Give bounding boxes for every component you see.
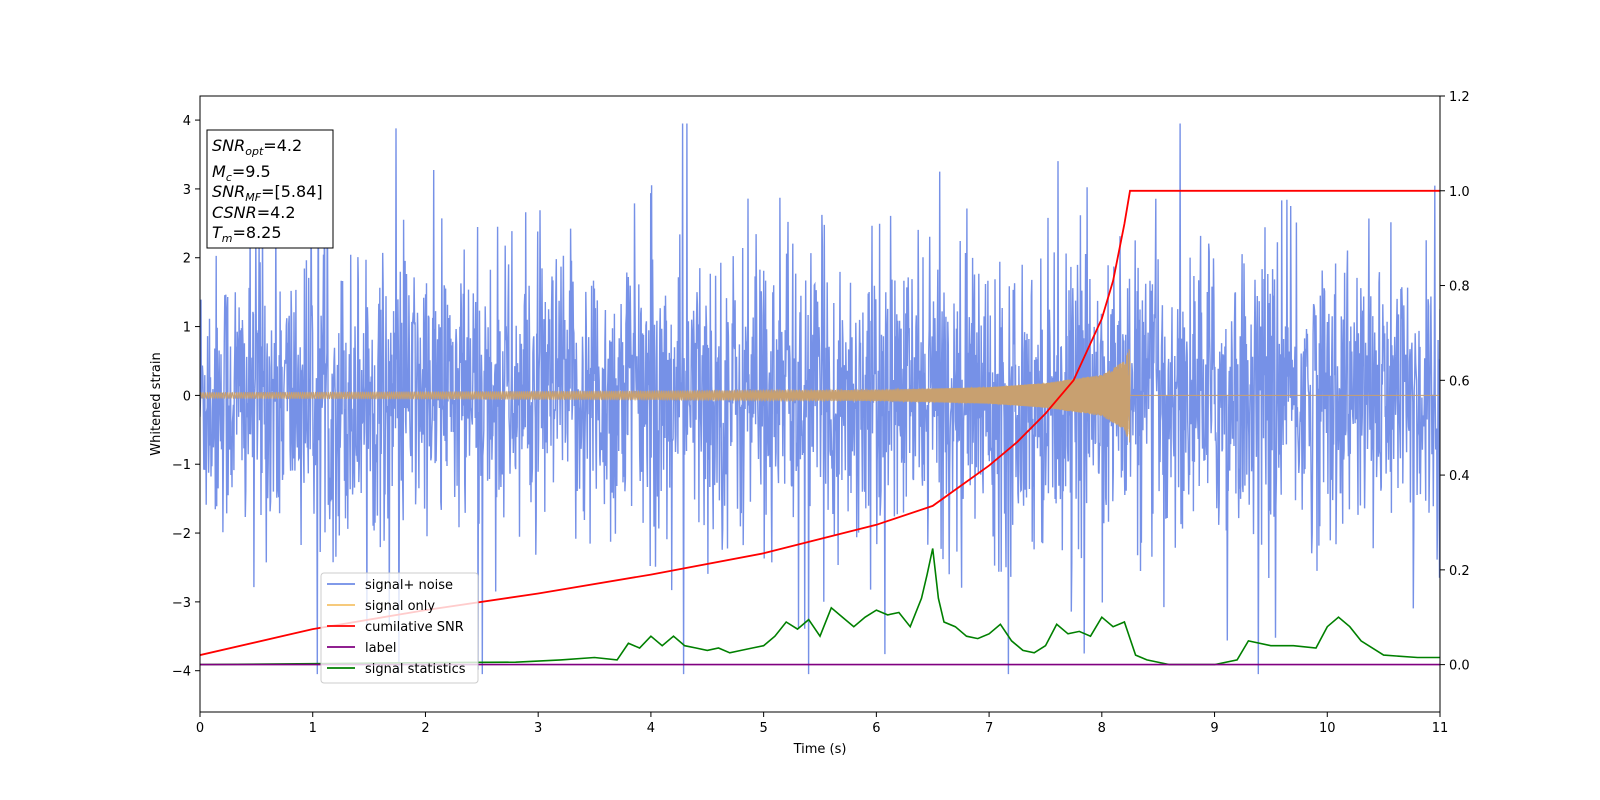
x-tick-label: 3 <box>534 721 542 736</box>
x-tick-label: 5 <box>759 721 767 736</box>
y-left-tick-label: 0 <box>183 389 191 404</box>
y-left-tick-label: 4 <box>183 114 191 129</box>
series-cumilative-snr-line <box>200 189 1440 656</box>
x-tick-label: 6 <box>872 721 880 736</box>
x-tick-label: 2 <box>421 721 429 736</box>
y-left-tick-label: 2 <box>183 252 191 267</box>
legend-label: label <box>365 641 396 656</box>
y-left-tick-label: −4 <box>172 665 191 680</box>
legend-label: cumilative SNR <box>365 620 464 635</box>
y-right-tick-label: 0.2 <box>1449 564 1470 579</box>
x-tick-label: 4 <box>647 721 655 736</box>
info-box-frame <box>206 129 334 249</box>
legend-label: signal only <box>365 599 435 614</box>
x-tick-label: 11 <box>1432 721 1449 736</box>
plot-area-frame <box>199 95 1441 713</box>
x-tick-label: 7 <box>985 721 993 736</box>
x-axis-title: Time (s) <box>793 742 847 757</box>
series-signal-statistics-line <box>200 548 1440 666</box>
y-right-tick-label: 1.2 <box>1449 90 1470 105</box>
x-tick-label: 9 <box>1210 721 1218 736</box>
y-right-tick-label: 1.0 <box>1449 185 1470 200</box>
info-snr-mf: SNRMF=[5.84] <box>212 182 323 204</box>
x-tick-label: 1 <box>309 721 317 736</box>
legend-label: signal statistics <box>365 662 466 677</box>
y-right-tick-label: 0.4 <box>1449 469 1470 484</box>
x-tick-label: 8 <box>1098 721 1106 736</box>
info-box: SNRopt=4.2 Mc=9.5 SNRMF=[5.84] CSNR=4.2 … <box>206 129 334 249</box>
x-tick-label: 10 <box>1319 721 1336 736</box>
info-snr-opt: SNRopt=4.2 <box>212 136 302 158</box>
y-left-tick-label: 3 <box>183 183 191 198</box>
y-left-tick-label: −3 <box>172 596 191 611</box>
y-left-tick-label: 1 <box>183 321 191 336</box>
series-signal-only-line <box>200 348 1440 443</box>
legend: signal+ noise signal only cumilative SNR la… <box>320 572 479 684</box>
info-csnr: CSNR=4.2 <box>212 203 296 222</box>
x-tick-label: 0 <box>196 721 204 736</box>
y-left-tick-label: −1 <box>172 458 191 473</box>
series-signal-noise-line <box>200 123 1440 675</box>
y-left-tick-label: −2 <box>172 527 191 542</box>
info-tm: Tm=8.25 <box>212 223 282 245</box>
legend-label: signal+ noise <box>365 578 453 593</box>
y-right-tick-label: 0.0 <box>1449 659 1470 674</box>
y-right-tick-label: 0.8 <box>1449 280 1470 295</box>
legend-frame <box>320 572 479 684</box>
y-right-tick-label: 0.6 <box>1449 374 1470 389</box>
info-mc: Mc=9.5 <box>212 162 271 184</box>
y-axis-title: Whitened strain <box>149 352 164 455</box>
